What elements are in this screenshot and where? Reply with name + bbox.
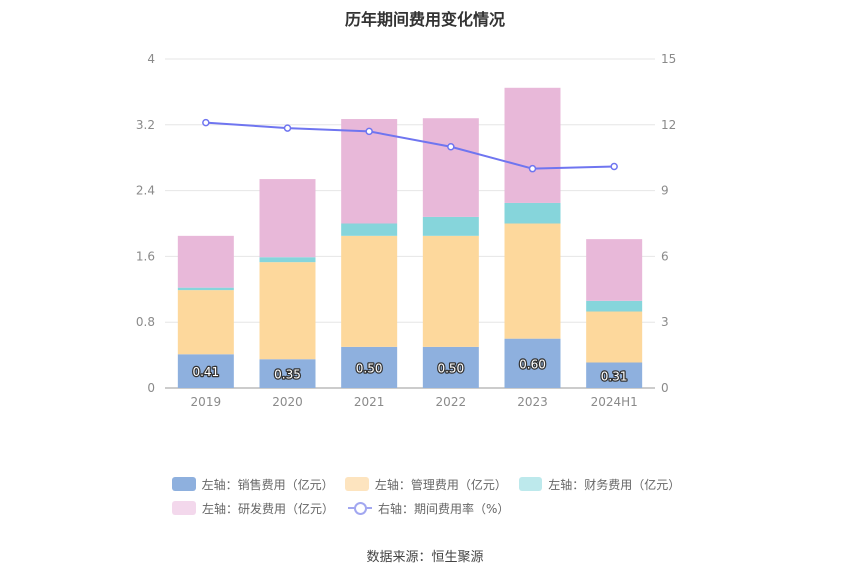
left-tick-label: 2.4 — [136, 184, 155, 198]
legend-label-sales: 左轴：销售费用（亿元） — [201, 477, 334, 492]
legend-label-finance: 左轴：财务费用（亿元） — [548, 477, 681, 492]
bar-segment — [177, 287, 234, 291]
line-point — [447, 142, 455, 151]
line-point — [283, 124, 292, 132]
line-point — [528, 164, 537, 173]
left-tick-label: 0.8 — [136, 315, 155, 329]
bar-segment — [586, 311, 643, 363]
bar-segment — [586, 239, 643, 301]
bar-segment — [422, 235, 479, 347]
legend-item-admin[interactable]: 左轴：管理费用（亿元） — [345, 476, 507, 493]
right-axis-ticks: 0 3 6 9 12 15 — [661, 52, 676, 395]
chart-plot: 0 0.8 1.6 2.4 3.2 4 0 3 6 9 12 15 0.41 0.35 0.50 0.50… — [136, 52, 676, 409]
x-tick-label: 2022 — [436, 395, 467, 409]
data-source: 数据来源：恒生聚源 — [366, 550, 484, 565]
bar-segment — [341, 346, 398, 388]
bar-segment — [259, 359, 316, 388]
right-tick-label: 9 — [661, 184, 669, 198]
bar-data-label: 0.60 — [519, 357, 546, 371]
left-tick-label: 4 — [147, 52, 155, 66]
bar-segment — [259, 179, 316, 258]
left-tick-label: 0 — [147, 381, 155, 395]
bar-segment — [422, 346, 479, 388]
bar-segment — [586, 300, 643, 312]
line-point — [202, 118, 210, 127]
bar-segment — [259, 257, 316, 263]
right-tick-label: 0 — [661, 381, 669, 395]
x-tick-label: 2020 — [272, 395, 303, 409]
legend-label-expense-ratio: 右轴：期间费用率（%） — [378, 501, 510, 516]
legend-item-rd[interactable]: 左轴：研发费用（亿元） — [172, 500, 334, 517]
x-tick-label: 2019 — [191, 395, 222, 409]
legend-swatch-finance — [518, 477, 543, 491]
line-series — [202, 118, 618, 173]
bar-segment — [341, 235, 398, 347]
bar-segment — [177, 290, 234, 355]
bar-segment — [422, 216, 479, 236]
legend-item-expense-ratio[interactable]: 右轴：期间费用率（%） — [348, 500, 509, 517]
line-point — [610, 162, 618, 171]
x-tick-label: 2024H1 — [591, 395, 638, 409]
bar-segment — [259, 262, 316, 360]
right-tick-label: 3 — [661, 315, 669, 329]
bar-segment — [341, 223, 398, 236]
bar-data-label: 0.41 — [192, 365, 219, 379]
bar-data-label: 0.31 — [601, 369, 628, 383]
bar-segment — [504, 223, 561, 339]
legend-swatch-admin — [345, 477, 369, 491]
bar-segment — [504, 87, 561, 203]
legend-label-admin: 左轴：管理费用（亿元） — [374, 477, 507, 492]
bar-series — [177, 87, 643, 388]
legend: 左轴：销售费用（亿元） 左轴：管理费用（亿元） 左轴：财务费用（亿元） 左轴：研… — [172, 472, 692, 520]
right-tick-label: 12 — [661, 118, 676, 132]
legend-swatch-sales — [172, 477, 196, 491]
bar-data-labels: 0.41 0.35 0.50 0.50 0.60 0.31 — [191, 356, 629, 384]
left-tick-label: 3.2 — [136, 118, 155, 132]
x-tick-label: 2023 — [517, 395, 548, 409]
left-tick-label: 1.6 — [136, 249, 155, 263]
legend-swatch-rd — [172, 501, 196, 515]
bar-segment — [504, 202, 561, 224]
right-tick-label: 6 — [661, 249, 669, 263]
x-axis-ticks: 2019 2020 2021 2022 2023 2024H1 — [191, 395, 638, 409]
bar-segment — [586, 362, 643, 388]
line-path — [205, 121, 615, 170]
legend-label-rd: 左轴：研发费用（亿元） — [202, 501, 335, 516]
line-point — [365, 127, 373, 136]
legend-item-finance[interactable]: 左轴：财务费用（亿元） — [518, 476, 681, 493]
bar-data-label: 0.50 — [356, 361, 383, 375]
legend-item-sales[interactable]: 左轴：销售费用（亿元） — [172, 476, 334, 493]
bar-segment — [341, 119, 398, 224]
x-tick-label: 2021 — [354, 395, 385, 409]
bar-segment — [422, 118, 479, 217]
legend-line-marker-icon — [348, 501, 373, 515]
left-axis-ticks: 0 0.8 1.6 2.4 3.2 4 — [136, 52, 155, 395]
bar-data-label: 0.50 — [437, 361, 464, 375]
bar-data-label: 0.35 — [274, 368, 301, 382]
grid-lines — [165, 58, 655, 389]
chart-title: 历年期间费用变化情况 — [344, 10, 505, 29]
bar-segment — [177, 235, 234, 288]
right-tick-label: 15 — [661, 52, 676, 66]
bar-segment — [504, 338, 561, 388]
bar-segment — [177, 354, 234, 388]
